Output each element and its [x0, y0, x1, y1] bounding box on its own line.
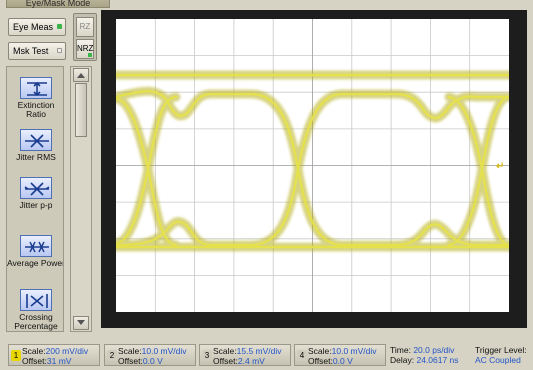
- channel-4-settings[interactable]: 4 Scale:10.0 mV/div Offset:0.0 V: [294, 344, 386, 366]
- scroll-down-button[interactable]: [73, 316, 89, 330]
- timebase-delay: 24.0617 ns: [416, 355, 459, 365]
- nrz-button[interactable]: NRZ: [76, 39, 94, 59]
- eye-meas-label: Eye Meas: [13, 22, 54, 32]
- measurement-crossing-percentage[interactable]: Crossing Percentage: [7, 289, 63, 331]
- msk-test-indicator: [57, 48, 62, 53]
- channel-number: 2: [107, 350, 117, 361]
- chevron-down-icon: [77, 320, 85, 325]
- nrz-indicator: [88, 53, 92, 57]
- measurement-label: Crossing Percentage: [14, 312, 58, 331]
- measurement-label: Jitter RMS: [16, 152, 56, 162]
- measurement-label: Jitter p-p: [19, 200, 53, 210]
- nrz-label: NRZ: [77, 44, 94, 53]
- channel-scale: 10.0 mV/div: [331, 346, 377, 356]
- eye-meas-button[interactable]: Eye Meas: [8, 18, 66, 36]
- graticule: [111, 19, 514, 312]
- channel-text: Scale:15.5 mV/div Offset:2.4 mV: [213, 346, 282, 366]
- eye-meas-indicator: [57, 24, 62, 29]
- channel-offset: 0.0 V: [142, 356, 163, 366]
- eye-traces: [111, 70, 514, 252]
- crossing-percentage-icon: [20, 289, 52, 311]
- channel-number: 3: [202, 350, 212, 361]
- measurement-average-power[interactable]: Average Power: [7, 235, 64, 268]
- channel-text: Scale:10.0 mV/div Offset:0.0 V: [118, 346, 187, 366]
- channel-scale: 10.0 mV/div: [141, 346, 187, 356]
- measurement-jitter-rms[interactable]: Jitter RMS: [7, 129, 63, 162]
- status-bar: 1 Scale:200 mV/div Offset:31 mV 2 Scale:…: [0, 334, 533, 370]
- chevron-up-icon: [77, 73, 85, 78]
- rz-button[interactable]: RZ: [76, 17, 94, 37]
- channel-text: Scale:200 mV/div Offset:31 mV: [22, 346, 89, 366]
- channel-scale: 200 mV/div: [45, 346, 89, 356]
- measurement-panel: Extinction Ratio Jitter RMS Jitter p-p A…: [6, 66, 64, 332]
- trigger-settings[interactable]: Trigger Level: AC Coupled: [475, 345, 527, 365]
- channel-text: Scale:10.0 mV/div Offset:0.0 V: [308, 346, 377, 366]
- channel-scale: 15.5 mV/div: [236, 346, 282, 356]
- measurement-scrollbar[interactable]: [70, 66, 92, 332]
- measurement-extinction-ratio[interactable]: Extinction Ratio: [7, 77, 63, 119]
- measurement-jitter-pp[interactable]: Jitter p-p: [7, 177, 63, 210]
- eye-diagram-plot: [111, 19, 514, 312]
- scroll-thumb[interactable]: [75, 83, 87, 137]
- extinction-ratio-icon: [20, 77, 52, 99]
- channel-3-settings[interactable]: 3 Scale:15.5 mV/div Offset:2.4 mV: [199, 344, 291, 366]
- channel-offset: 0.0 V: [332, 356, 353, 366]
- average-power-icon: [20, 235, 52, 257]
- mode-title: Eye/Mask Mode: [6, 0, 110, 8]
- pulse-format-group: RZ NRZ: [73, 13, 97, 61]
- timebase-settings[interactable]: Time: 20.0 ps/div Delay: 24.0617 ns: [390, 345, 459, 365]
- channel-offset: 31 mV: [46, 356, 72, 366]
- jitter-pp-icon: [20, 177, 52, 199]
- channel-number: 4: [297, 350, 307, 361]
- trigger-label: Trigger Level:: [475, 345, 527, 355]
- jitter-rms-icon: [20, 129, 52, 151]
- channel-1-settings[interactable]: 1 Scale:200 mV/div Offset:31 mV: [8, 344, 100, 366]
- trigger-value: AC Coupled: [475, 355, 521, 365]
- waveform-display[interactable]: [101, 10, 527, 328]
- measurement-label: Average Power: [7, 258, 64, 268]
- msk-test-label: Msk Test: [13, 46, 49, 56]
- channel-2-settings[interactable]: 2 Scale:10.0 mV/div Offset:0.0 V: [104, 344, 196, 366]
- measurement-label: Extinction Ratio: [17, 100, 55, 119]
- channel-offset: 2.4 mV: [237, 356, 265, 366]
- timebase-scale: 20.0 ps/div: [413, 345, 455, 355]
- trigger-level-marker[interactable]: ↵: [496, 161, 505, 172]
- scroll-up-button[interactable]: [73, 68, 89, 82]
- channel-number: 1: [11, 350, 21, 361]
- center-axes: [116, 19, 509, 312]
- msk-test-button[interactable]: Msk Test: [8, 42, 66, 60]
